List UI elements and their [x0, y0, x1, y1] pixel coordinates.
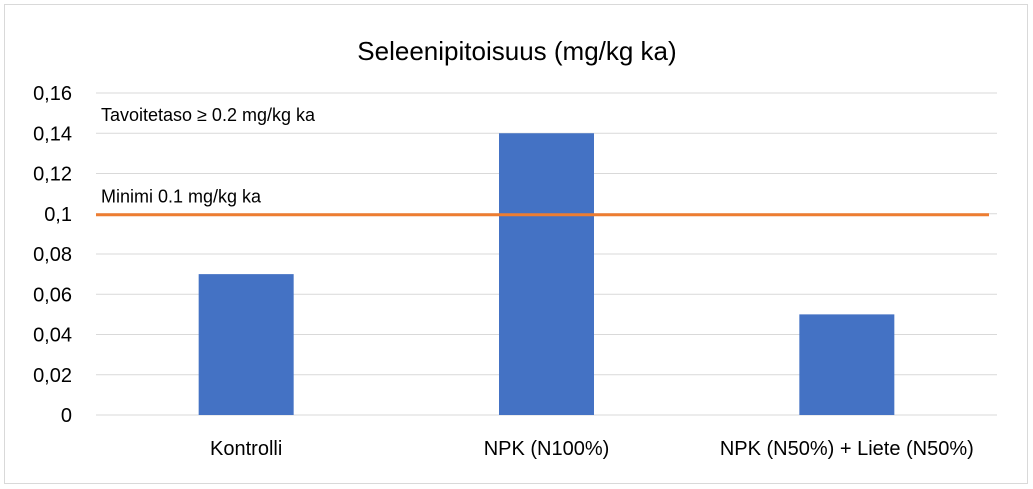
bar-chart: Seleenipitoisuus (mg/kg ka) 0 0,02 0,04 0,0…	[33, 36, 997, 460]
chart-title: Seleenipitoisuus (mg/kg ka)	[357, 36, 676, 66]
y-tick-label: 0,14	[33, 123, 72, 145]
x-category-label: NPK (N50%) + Liete (N50%)	[720, 438, 974, 460]
y-tick-label: 0,08	[33, 244, 72, 266]
x-category-label: NPK (N100%)	[484, 438, 610, 460]
annotation-label: Tavoitetaso ≥ 0.2 mg/kg ka	[101, 105, 316, 125]
y-axis-tick-labels: 0 0,02 0,04 0,06 0,08 0,1 0,12 0,14 0,16	[33, 83, 72, 427]
x-category-label: Kontrolli	[210, 438, 282, 460]
annotations: Tavoitetaso ≥ 0.2 mg/kg ka Minimi 0.1 mg/…	[101, 105, 316, 207]
y-tick-label: 0,12	[33, 164, 72, 186]
y-tick-label: 0	[61, 405, 72, 427]
bar	[499, 133, 594, 415]
x-axis-category-labels: Kontrolli NPK (N100%) NPK (N50%) + Liete (…	[210, 438, 974, 460]
y-tick-label: 0,16	[33, 83, 72, 105]
y-tick-label: 0,06	[33, 284, 72, 306]
bars	[198, 133, 895, 415]
bar	[799, 314, 895, 415]
y-tick-label: 0,04	[33, 325, 72, 347]
y-tick-label: 0,02	[33, 365, 72, 387]
annotation-label: Minimi 0.1 mg/kg ka	[101, 187, 262, 207]
bar	[198, 274, 294, 415]
y-tick-label: 0,1	[44, 204, 72, 226]
chart-frame: Seleenipitoisuus (mg/kg ka) 0 0,02 0,04 0,0…	[4, 4, 1028, 484]
